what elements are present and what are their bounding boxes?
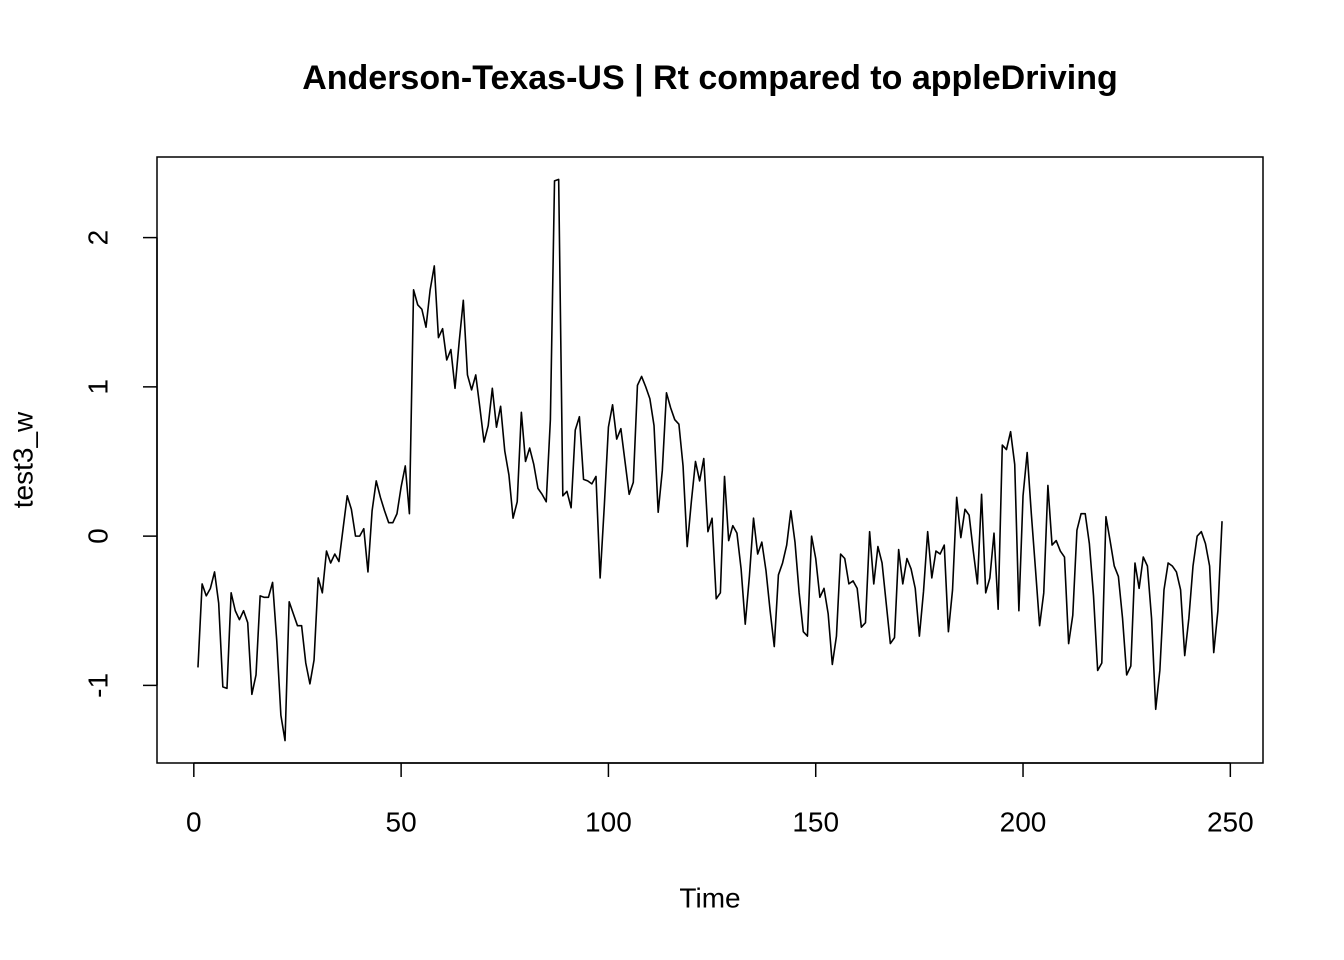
y-tick-label: 1 [82,379,113,395]
x-tick-label: 50 [386,806,417,837]
x-tick-label: 100 [585,806,632,837]
x-axis-label: Time [679,882,740,913]
x-tick-label: 250 [1207,806,1254,837]
y-tick-label: 0 [82,528,113,544]
y-axis-label: test3_w [7,411,38,508]
data-line [197,178,1223,742]
chart-title: Anderson-Texas-US | Rt compared to apple… [302,59,1118,97]
x-tick-label: 0 [186,806,202,837]
y-tick-label: -1 [82,673,113,698]
x-tick-label: 200 [1000,806,1047,837]
y-tick-label: 2 [82,230,113,246]
x-tick-label: 150 [792,806,839,837]
